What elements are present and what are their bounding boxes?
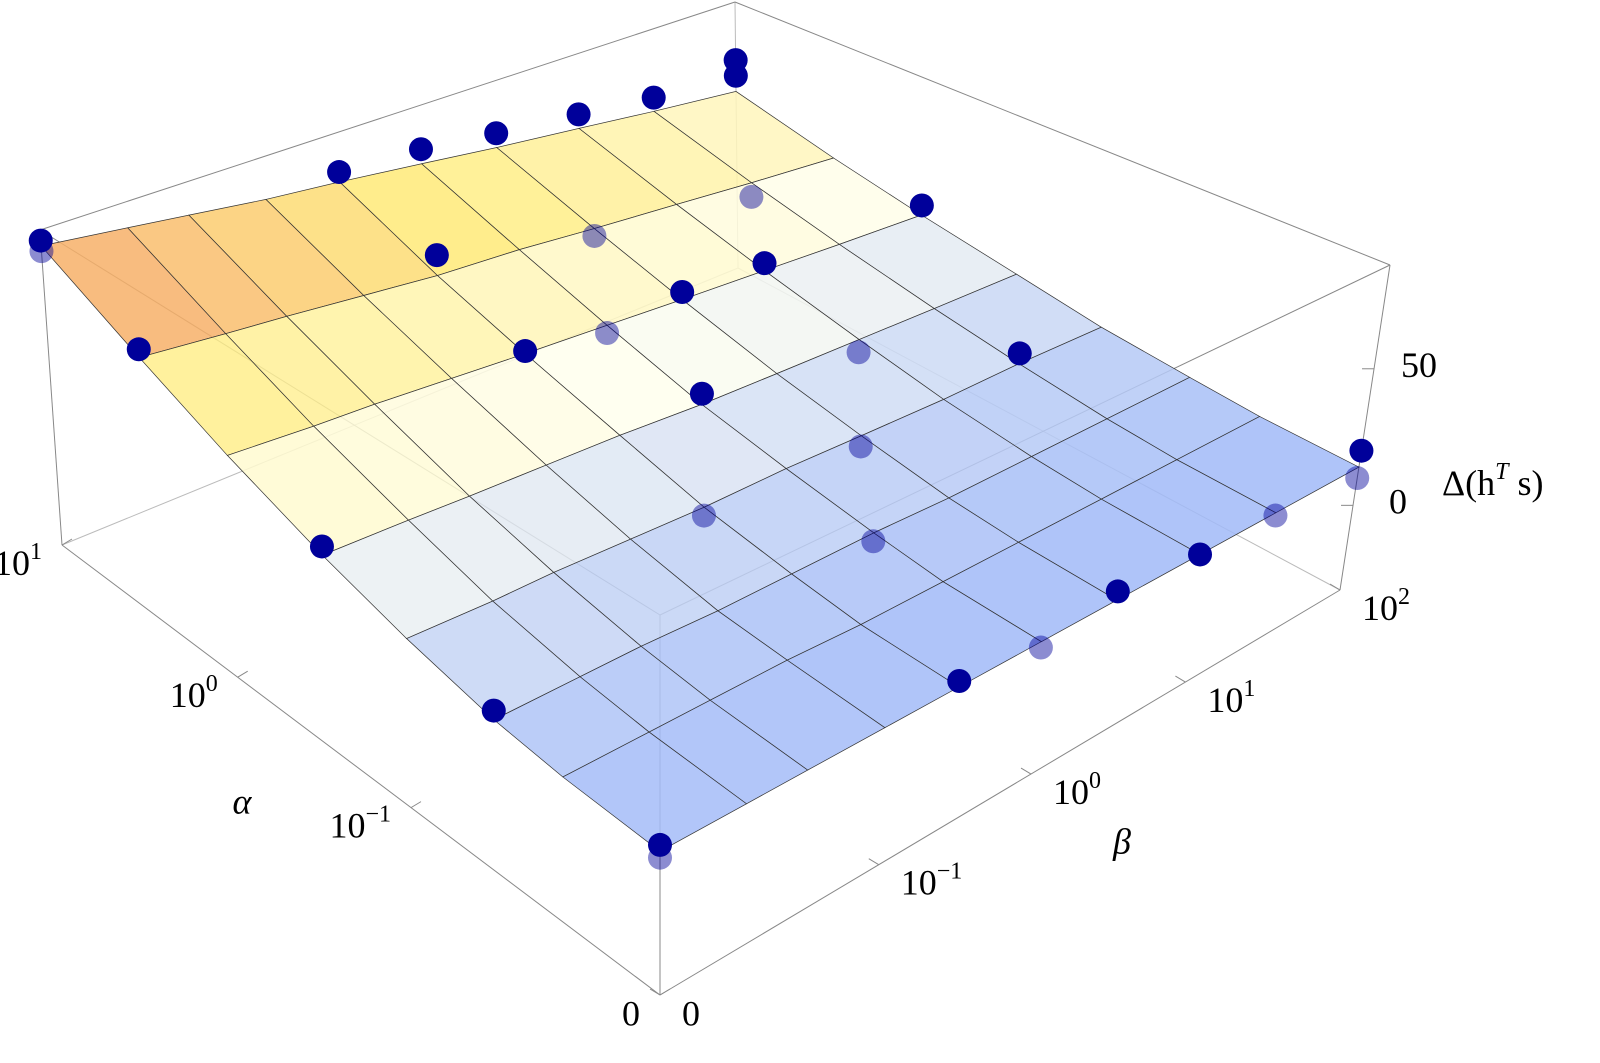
y-tick [1175,675,1186,683]
data-point [595,321,620,346]
tick-label: 101 [1207,676,1255,721]
x-tick [410,801,422,809]
tick-base: 10 [1053,772,1089,812]
data-point [752,251,777,276]
z-axis-label: Δ(hT s) [1442,459,1544,504]
data-point [739,184,764,209]
data-point [28,228,53,253]
box-edge [61,544,661,996]
data-point [1188,542,1213,567]
data-point [909,193,934,218]
data-point [424,243,449,268]
tick-label: 0 [682,993,700,1033]
x-tick [237,670,248,678]
x-tick [61,538,73,546]
x-axis-label: α [233,781,253,821]
data-point [689,381,714,406]
data-point [1263,503,1288,528]
data-point [846,340,871,365]
data-point [481,698,506,723]
box-edge [659,589,1341,996]
tick-label: 0 [622,993,640,1033]
data-point [327,160,352,185]
data-point [670,279,695,304]
tick-label: 0 [1389,482,1407,522]
data-point [1105,579,1130,604]
box-edge [1339,264,1391,591]
z-label-part: Δ(h [1442,463,1495,503]
data-point [861,529,886,554]
tick-base: 10 [329,806,365,846]
y-tick [1329,583,1341,591]
z-label-part: s) [1509,463,1544,503]
data-point [582,223,607,248]
y-axis-label: β [1112,821,1131,861]
tick-exponent: 1 [30,539,42,565]
data-point [691,503,716,528]
data-point [1028,635,1053,660]
data-point [513,339,538,364]
tick-exponent: −1 [365,801,391,827]
x-tick [659,988,671,996]
y-tick [1020,767,1032,775]
tick-label: 50 [1401,345,1437,385]
tick-label: 10−1 [901,858,963,903]
data-point [1349,438,1374,463]
data-point [1007,341,1032,366]
data-point [1345,466,1370,491]
tick-base: 10 [901,863,937,903]
tick-exponent: 0 [206,671,218,697]
box-edge [734,1,1391,266]
data-point [723,48,748,73]
tick-label: 100 [1053,768,1101,813]
y-tick [649,988,661,996]
tick-label: 101 [0,539,42,584]
tick-exponent: 1 [1243,676,1255,702]
data-point [566,102,591,127]
tick-label: 100 [170,671,218,716]
box-edge [39,1,736,231]
tick-exponent: 2 [1398,584,1410,610]
surface-patch [562,731,748,852]
tick-exponent: 0 [1089,768,1101,794]
tick-base: 10 [0,543,30,583]
tick-label: 10−1 [329,801,391,846]
data-point [309,534,334,559]
tick-base: 10 [1362,588,1398,628]
data-point [648,832,672,857]
data-point [408,137,433,162]
tick-base: 10 [1207,680,1243,720]
data-point [126,337,151,362]
data-point [848,434,873,459]
data-point [641,85,666,110]
y-tick [868,858,880,866]
data-point [29,239,54,264]
box-edge [39,229,63,546]
tick-label: 102 [1362,584,1410,629]
data-point [947,669,972,694]
tick-exponent: −1 [937,858,963,884]
tick-base: 10 [170,675,206,715]
z-label-part: T [1495,459,1510,485]
data-point [484,121,509,146]
